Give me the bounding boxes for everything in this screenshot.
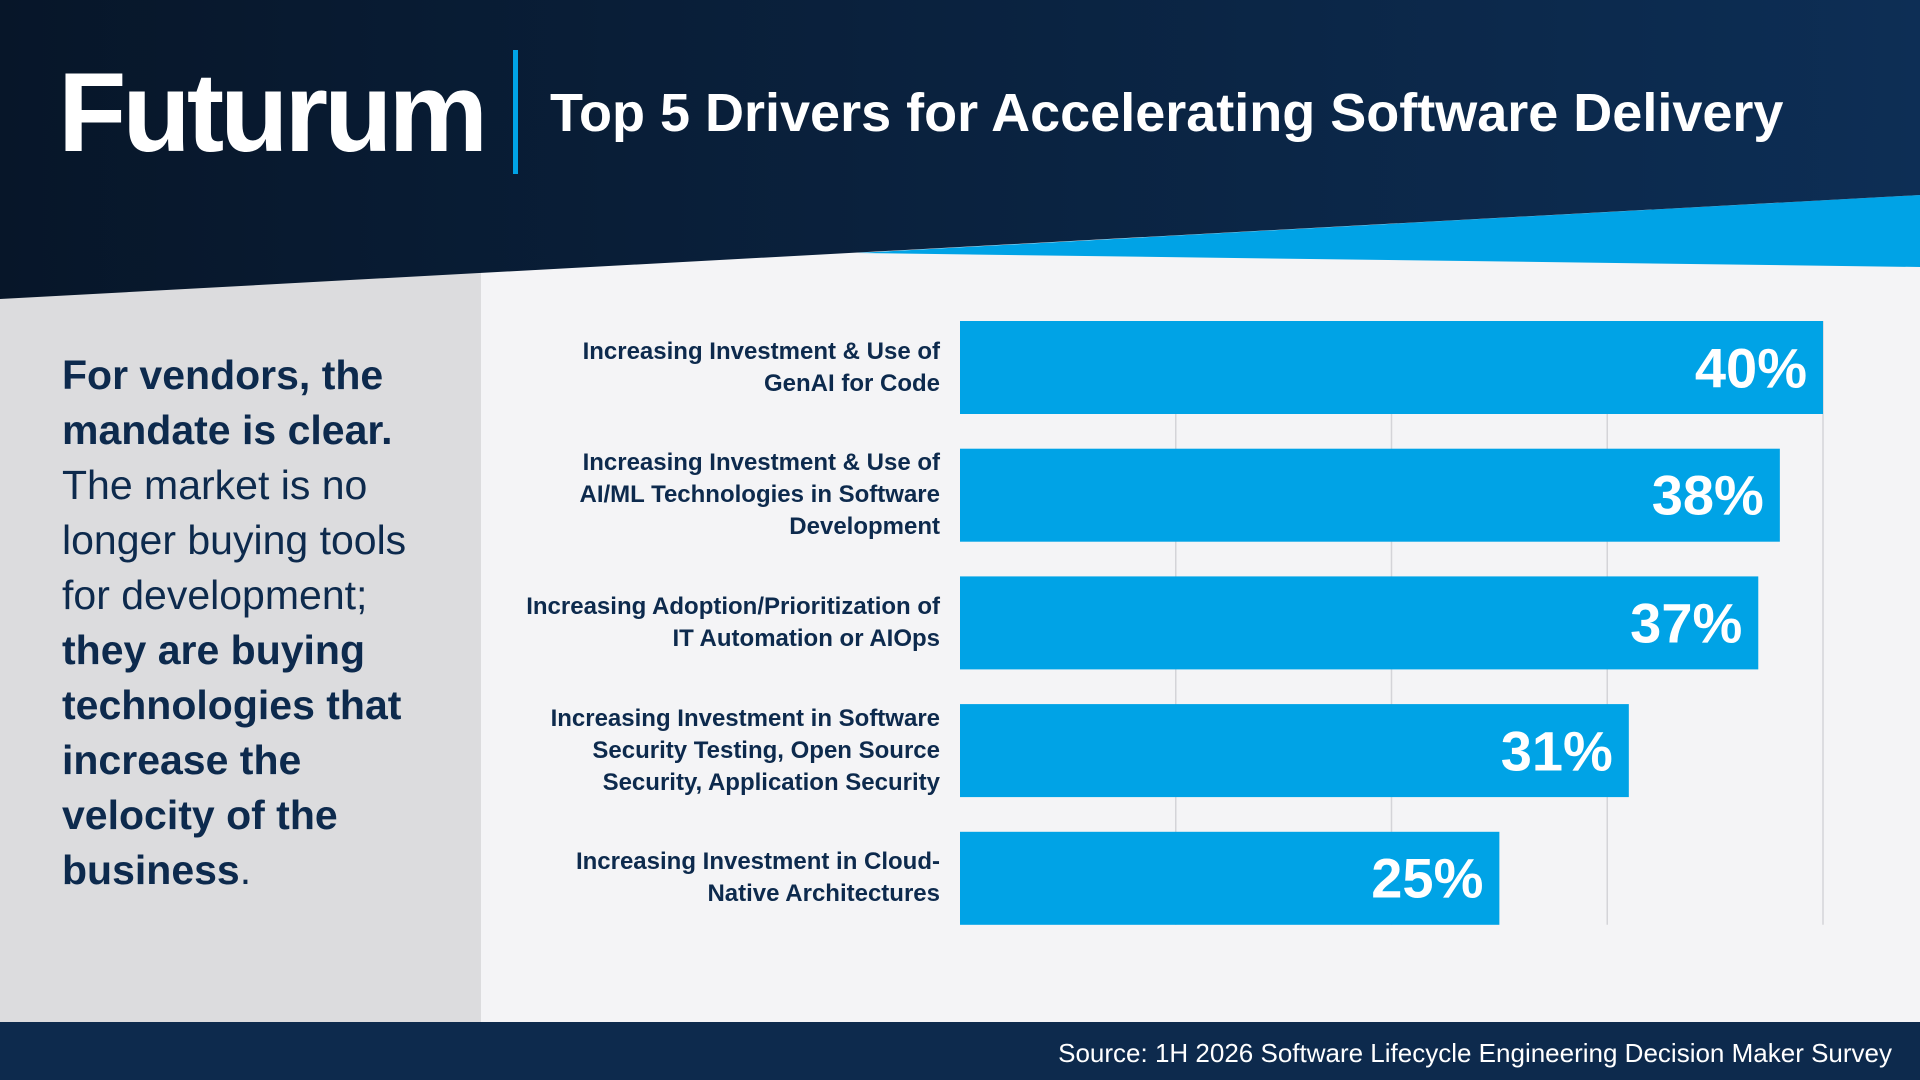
chart-title: Top 5 Drivers for Accelerating Software … bbox=[550, 83, 1784, 143]
logo: Futurum bbox=[58, 50, 488, 175]
divider bbox=[513, 50, 518, 174]
sidebar-segment: For vendors, the mandate is clear. bbox=[62, 352, 393, 453]
sidebar-segment: . bbox=[239, 847, 252, 893]
value-label: 31% bbox=[1500, 719, 1613, 783]
sidebar-segment: The market is no longer buying tools for… bbox=[62, 462, 407, 618]
category-label: Increasing Investment in Software Securi… bbox=[550, 704, 940, 796]
header-bg bbox=[0, 0, 1920, 299]
value-label: 25% bbox=[1371, 846, 1484, 910]
bar bbox=[960, 321, 1823, 414]
sidebar-bg bbox=[0, 270, 481, 1030]
bar bbox=[960, 576, 1759, 670]
category-label: Increasing Investment & Use of GenAI for… bbox=[582, 337, 940, 397]
footer-bg bbox=[0, 1022, 1920, 1080]
sidebar-text: For vendors, the mandate is clear. The m… bbox=[62, 348, 442, 898]
sidebar-segment: they are buying technologies that increa… bbox=[62, 627, 402, 893]
accent-stripe bbox=[857, 195, 1920, 267]
source: Source: 1H 2026 Software Lifecycle Engin… bbox=[1058, 1038, 1892, 1068]
bar bbox=[960, 831, 1500, 925]
category-label: Increasing Investment in Cloud-Native Ar… bbox=[575, 848, 940, 908]
category-label: Increasing Investment & Use of AI/ML Tec… bbox=[579, 449, 940, 541]
value-label: 38% bbox=[1651, 463, 1764, 527]
bar bbox=[960, 704, 1629, 798]
category-label: Increasing Adoption/Prioritization of IT… bbox=[526, 592, 940, 652]
value-label: 40% bbox=[1694, 336, 1807, 399]
plot bbox=[960, 321, 1824, 925]
bar bbox=[960, 448, 1780, 542]
value-label: 37% bbox=[1630, 591, 1743, 655]
